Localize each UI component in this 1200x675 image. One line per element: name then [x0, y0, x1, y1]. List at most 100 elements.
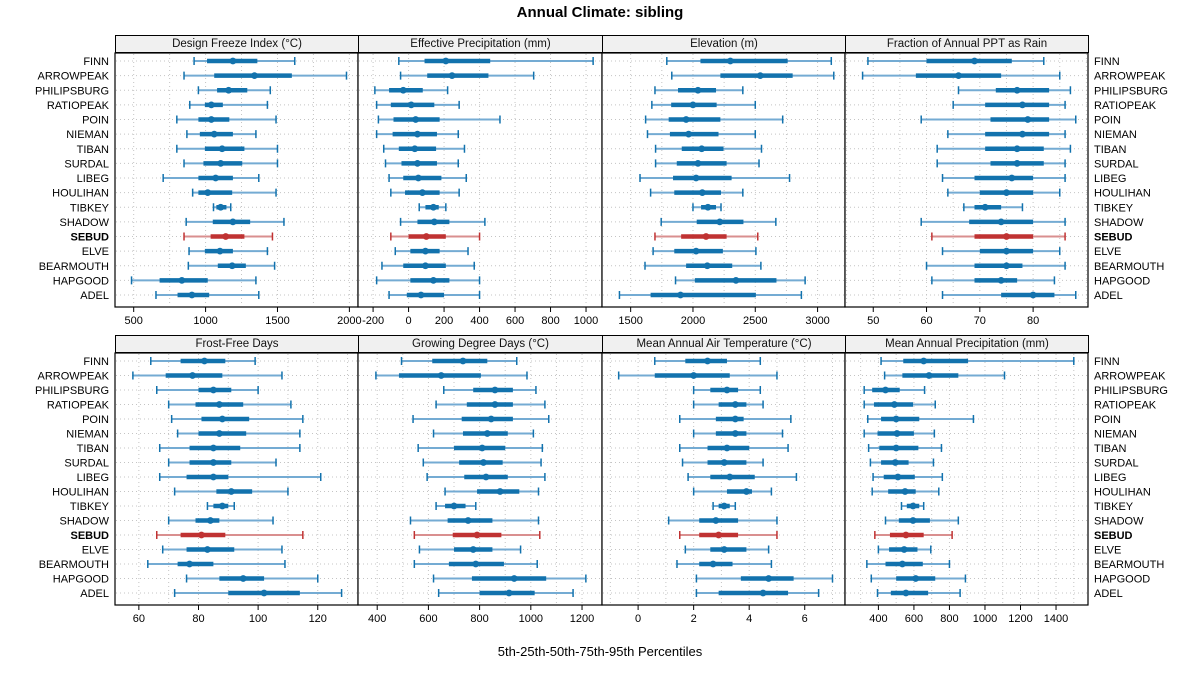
percentile-whisker-adel — [618, 291, 803, 299]
percentile-whisker-tibkey — [206, 502, 236, 510]
percentile-whisker-philipsburg — [197, 86, 272, 95]
station-label-nieman: NIEMAN — [1094, 129, 1137, 141]
percentile-whisker-elve — [418, 545, 522, 554]
station-label-bearmouth: BEARMOUTH — [39, 261, 109, 273]
percentile-whisker-ratiopeak — [651, 100, 757, 109]
percentile-whisker-libeg — [388, 174, 467, 182]
percentile-whisker-arrowpeak — [375, 371, 528, 380]
percentile-whisker-poin — [644, 115, 784, 124]
median-dot — [411, 145, 419, 153]
median-dot — [892, 415, 900, 423]
station-label-shadow: SHADOW — [60, 516, 110, 528]
percentile-whisker-adel — [695, 589, 820, 597]
median-dot — [997, 276, 1005, 284]
percentile-whisker-ratiopeak — [435, 400, 546, 409]
median-dot — [215, 401, 223, 408]
panel-strip-fraction-ppt-rain: Fraction of Annual PPT as Rain — [845, 35, 1089, 53]
station-label-poin: POIN — [82, 414, 109, 426]
percentile-whisker-philipsburg — [443, 386, 537, 394]
median-dot — [407, 101, 415, 109]
percentile-whisker-ratiopeak — [167, 400, 292, 409]
axis-tick-label: 2000 — [681, 315, 705, 327]
percentile-whisker-poin — [377, 115, 501, 124]
median-dot — [473, 531, 481, 539]
percentile-whisker-sebud — [390, 232, 481, 241]
station-label-adel: ADEL — [80, 290, 109, 302]
percentile-whisker-sebud — [413, 531, 541, 539]
median-dot — [692, 247, 700, 255]
percentile-whisker-philipsburg — [692, 386, 762, 394]
axis-tick-label: 4 — [746, 613, 752, 625]
median-dot — [430, 276, 437, 284]
median-dot — [720, 459, 728, 466]
panel-4: FINN ARROWPEAK PHILIPSBURG RATIOPEAK POIN NIE… — [35, 352, 359, 625]
axis-tick-label: 80 — [1027, 315, 1039, 327]
median-dot — [909, 517, 917, 524]
panel-strip-mean-annual-precipitation: Mean Annual Precipitation (mm) — [845, 335, 1089, 353]
panel-background — [358, 53, 602, 307]
percentile-whisker-tibkey — [692, 203, 722, 212]
median-dot — [1019, 101, 1026, 109]
percentile-whisker-finn — [398, 57, 594, 65]
percentile-whisker-houlihan — [649, 188, 744, 197]
median-dot — [414, 130, 421, 138]
median-dot — [422, 247, 429, 255]
median-dot — [698, 145, 706, 153]
percentile-whisker-tiban — [936, 144, 1072, 153]
panel-5: 400 600 800 1000 1200 — [357, 352, 603, 625]
median-dot — [997, 218, 1005, 226]
median-dot — [900, 546, 908, 553]
percentile-whisker-surdal — [422, 458, 542, 467]
median-dot — [1013, 86, 1021, 94]
panel-strip-design-freeze-index: Design Freeze Index (°C) — [115, 35, 359, 53]
percentile-whisker-surdal — [869, 458, 935, 467]
station-label-sebud: SEBUD — [1094, 232, 1133, 244]
axis-tick-label: 0 — [635, 613, 641, 625]
station-label-sebud: SEBUD — [1094, 530, 1133, 542]
median-dot — [225, 86, 232, 94]
median-dot — [459, 357, 467, 365]
panel-7: FINN ARROWPEAK PHILIPSBURG RATIOPEAK POIN NIE… — [844, 352, 1168, 625]
median-dot — [204, 546, 211, 553]
axis-tick-label: 400 — [368, 613, 386, 625]
percentile-whisker-shadow — [409, 516, 540, 525]
percentile-whisker-ratiopeak — [952, 100, 1066, 109]
station-label-surdal: SURDAL — [1094, 458, 1139, 470]
percentile-whisker-hapgood — [375, 276, 481, 285]
percentile-whisker-tiban — [867, 444, 943, 452]
percentile-whisker-arrowpeak — [132, 371, 283, 380]
axis-tick-label: 600 — [506, 315, 524, 327]
median-dot — [731, 401, 739, 408]
axis-tick-label: -200 — [362, 315, 384, 327]
percentile-whisker-nieman — [176, 429, 301, 438]
median-dot — [422, 262, 429, 270]
median-dot — [419, 189, 426, 197]
percentile-whisker-hapgood — [870, 574, 967, 583]
station-label-philipsburg: PHILIPSBURG — [1094, 85, 1168, 97]
percentile-whisker-libeg — [941, 174, 1066, 182]
median-dot — [720, 546, 728, 553]
station-label-ratiopeak: RATIOPEAK — [47, 400, 110, 412]
median-dot — [925, 372, 933, 379]
axis-tick-label: 600 — [905, 613, 923, 625]
median-dot — [422, 233, 430, 240]
axis-tick-label: 120 — [309, 613, 327, 625]
percentile-whisker-elve — [188, 247, 269, 256]
percentile-whisker-tiban — [158, 444, 301, 452]
percentile-whisker-sebud — [931, 232, 1066, 241]
median-dot — [723, 386, 731, 394]
median-dot — [685, 130, 693, 138]
axis-tick-label: 6 — [802, 613, 808, 625]
median-dot — [218, 145, 226, 153]
percentile-whisker-nieman — [432, 429, 535, 438]
panel-strip-effective-precipitation: Effective Precipitation (mm) — [358, 35, 603, 53]
axis-tick-label: 1500 — [618, 315, 642, 327]
station-label-tibkey: TIBKEY — [1094, 202, 1134, 214]
percentile-whisker-surdal — [654, 159, 760, 168]
percentile-whisker-arrowpeak — [671, 71, 835, 80]
station-label-elve: ELVE — [1094, 246, 1121, 258]
panel-6: 0 2 4 6 — [601, 352, 846, 625]
axis-tick-label: 60 — [920, 315, 932, 327]
percentile-whisker-elve — [941, 247, 1061, 256]
